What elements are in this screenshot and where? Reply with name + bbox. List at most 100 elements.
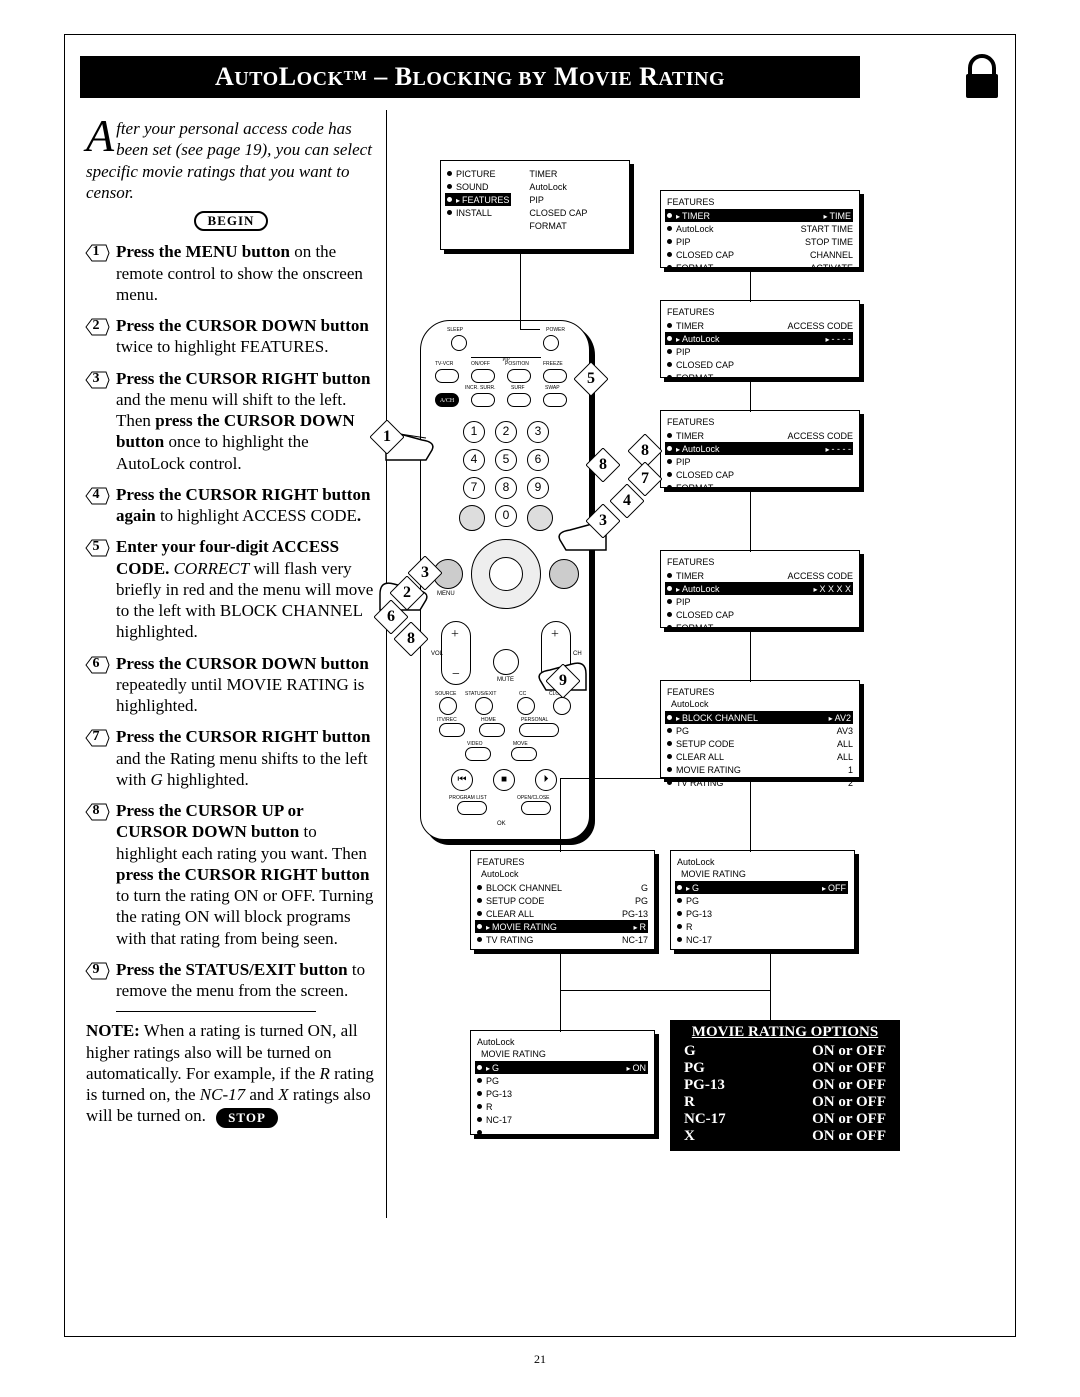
note-label: NOTE: — [86, 1021, 140, 1040]
freeze-label: FREEZE — [543, 361, 563, 367]
connector-line — [560, 950, 561, 1032]
callout-diamond: 3 — [586, 504, 620, 538]
page: AUTOLOCKTM – BLOCKING BY MOVIE RATING A … — [0, 0, 1080, 1397]
diagram-area: PICTURESOUNDFEATURESINSTALL TIMERAutoLoc… — [400, 170, 990, 1250]
movie-options-title: MOVIE RATING OPTIONS — [680, 1024, 890, 1041]
tv-vcr-label: TV-VCR — [435, 361, 453, 367]
osd-features-2: FEATURESTIMERACCESS CODEAutoLock- - - -P… — [660, 300, 860, 378]
step-1: 1Press the MENU button on the remote con… — [86, 241, 376, 305]
connector-line — [750, 778, 751, 852]
instructions-column: A fter your personal access code has bee… — [86, 118, 376, 1128]
source-button[interactable] — [439, 697, 457, 715]
position-label: POSITION — [505, 361, 529, 367]
intro-text: A fter your personal access code has bee… — [86, 118, 376, 203]
mute-button[interactable] — [493, 649, 519, 675]
step-4: 4Press the CURSOR RIGHT button again to … — [86, 484, 376, 527]
swap-button[interactable] — [543, 393, 567, 407]
connector-line — [520, 250, 540, 330]
incr-surr-button[interactable] — [471, 393, 495, 407]
step-bullet: 7 — [82, 728, 110, 748]
sleep-label: SLEEP — [447, 327, 463, 333]
callout-diamond: 8 — [586, 448, 620, 482]
step-7: 7Press the CURSOR RIGHT button and the R… — [86, 726, 376, 790]
stop-button[interactable]: ■ — [493, 769, 515, 791]
callout-diamond: 3 — [408, 556, 442, 590]
connector-line — [750, 378, 751, 412]
home-button[interactable] — [479, 723, 505, 737]
proglist-label: PROGRAM LIST — [449, 795, 487, 801]
source-label: SOURCE — [435, 691, 456, 697]
step-9: 9Press the STATUS/EXIT button to remove … — [86, 959, 376, 1002]
position-button[interactable] — [507, 369, 531, 383]
status-exit-button[interactable] — [475, 697, 493, 715]
step-bullet: 3 — [82, 370, 110, 390]
cc-label: CC — [519, 691, 526, 697]
play-button[interactable]: ⏵ — [535, 769, 557, 791]
osd-features-3: FEATURESTIMERACCESS CODEAutoLock- - - -P… — [660, 410, 860, 488]
step-bullet: 9 — [82, 961, 110, 981]
freeze-button[interactable] — [543, 369, 567, 383]
step-6: 6Press the CURSOR DOWN button repeatedly… — [86, 653, 376, 717]
connector-line — [750, 488, 751, 552]
surf-button[interactable] — [507, 393, 531, 407]
step-bullet: 6 — [82, 655, 110, 675]
osd-movie-rating-on: AutoLockMOVIE RATINGGONPGPG-13RNC-17 — [470, 1030, 655, 1135]
begin-pill: BEGIN — [194, 211, 269, 231]
power-button[interactable] — [543, 335, 559, 351]
connector-line — [560, 990, 770, 991]
power-label: POWER — [546, 327, 565, 333]
home-label: HOME — [481, 717, 496, 723]
swap-label: SWAP — [545, 385, 560, 391]
ok-label: OK — [497, 821, 506, 827]
onoff-label: ON/OFF — [471, 361, 490, 367]
note-divider — [116, 1011, 316, 1012]
sleep-button[interactable] — [451, 335, 467, 351]
video-button[interactable] — [465, 747, 491, 761]
intro-body: fter your personal access code has been … — [86, 119, 372, 202]
step-bullet: 1 — [82, 243, 110, 263]
move-label: MOVE — [513, 741, 528, 747]
rew-button[interactable]: ⏮ — [451, 769, 473, 791]
remote-control: SLEEP POWER PIP TV-VCR ON/OFF POSITION F… — [420, 320, 590, 840]
pip-onoff-button[interactable] — [471, 369, 495, 383]
step-3: 3Press the CURSOR RIGHT button and the m… — [86, 368, 376, 474]
connector-line — [750, 268, 751, 302]
osd-features-4: FEATURESTIMERACCESS CODEAutoLockX X X XP… — [660, 550, 860, 628]
mute-label: MUTE — [497, 677, 514, 683]
connector-line — [770, 950, 771, 1022]
drop-cap: A — [86, 118, 116, 154]
program-list-button[interactable] — [457, 801, 487, 815]
video-label: VIDEO — [467, 741, 483, 747]
osd-autolock-movie: FEATURESAutoLockBLOCK CHANNELGSETUP CODE… — [470, 850, 655, 950]
sound-button[interactable] — [459, 505, 485, 531]
cursor-center[interactable] — [489, 557, 523, 591]
movie-options-table: GON or OFFPGON or OFFPG-13ON or OFFRON o… — [680, 1043, 890, 1145]
open-close-button[interactable] — [521, 801, 551, 815]
step-2: 2Press the CURSOR DOWN button twice to h… — [86, 315, 376, 358]
step-bullet: 8 — [82, 802, 110, 822]
vol-label: VOL — [431, 651, 443, 657]
right-side-button[interactable] — [549, 559, 579, 589]
step-5: 5Enter your four-digit ACCESS CODE. CORR… — [86, 536, 376, 642]
stop-pill: STOP — [216, 1108, 278, 1128]
movie-rating-options: MOVIE RATING OPTIONS GON or OFFPGON or O… — [670, 1020, 900, 1151]
tv-vcr-button[interactable] — [435, 369, 459, 383]
step-bullet: 2 — [82, 317, 110, 337]
personal-button[interactable] — [519, 723, 559, 737]
personal-label: PERSONAL — [521, 717, 548, 723]
column-divider — [386, 110, 387, 1218]
connector-line — [750, 628, 751, 682]
osd-main-menu: PICTURESOUNDFEATURESINSTALL TIMERAutoLoc… — [440, 160, 630, 250]
incr-label: INCR. SURR. — [465, 385, 496, 391]
step-bullet: 4 — [82, 486, 110, 506]
surf-label: SURF — [511, 385, 525, 391]
page-title-bar: AUTOLOCKTM – BLOCKING BY MOVIE RATING — [80, 56, 860, 98]
begin-marker: BEGIN — [86, 209, 376, 231]
itv-rec-button[interactable] — [439, 723, 465, 737]
ach-button[interactable]: A/CH — [435, 393, 459, 407]
osd-features-autolock: FEATURESAutoLockBLOCK CHANNELAV2PGAV3SET… — [660, 680, 860, 778]
status-label: STATUS/EXIT — [465, 691, 496, 697]
move-button[interactable] — [511, 747, 537, 761]
callout-diamond: 1 — [370, 420, 404, 454]
connector-line — [560, 778, 750, 852]
